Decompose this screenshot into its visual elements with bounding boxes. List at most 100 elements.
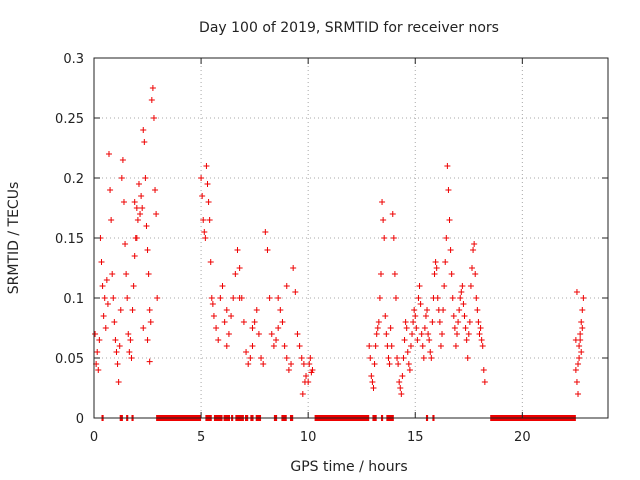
data-point: [154, 295, 161, 301]
data-points: [92, 85, 587, 421]
data-point: [479, 343, 486, 349]
data-point: [368, 373, 375, 379]
data-point: [383, 331, 390, 337]
x-tick-label: 10: [300, 430, 317, 445]
data-point: [442, 259, 449, 265]
data-point: [204, 181, 211, 187]
data-point: [247, 355, 254, 361]
data-point: [388, 343, 395, 349]
data-point: [117, 307, 124, 313]
data-point: [392, 295, 399, 301]
data-point: [206, 217, 213, 223]
data-point: [221, 319, 228, 325]
data-point: [240, 319, 247, 325]
data-point: [92, 331, 99, 337]
data-point: [420, 355, 427, 361]
data-point: [294, 331, 301, 337]
data-point: [144, 337, 151, 343]
data-point: [470, 247, 477, 253]
data-point: [131, 199, 138, 205]
data-point: [580, 295, 587, 301]
data-point: [366, 343, 373, 349]
data-point: [148, 97, 155, 103]
data-point: [374, 325, 381, 331]
data-point: [264, 247, 271, 253]
data-point: [391, 271, 398, 277]
data-point: [371, 361, 378, 367]
data-point: [135, 181, 142, 187]
data-point: [436, 319, 443, 325]
data-point: [473, 295, 480, 301]
data-point: [101, 295, 108, 301]
data-point: [98, 259, 105, 265]
data-point: [413, 325, 420, 331]
data-point: [95, 367, 102, 373]
data-point: [385, 355, 392, 361]
data-point: [377, 271, 384, 277]
data-point: [457, 295, 464, 301]
data-point: [107, 187, 114, 193]
data-point: [134, 217, 141, 223]
data-point: [283, 283, 290, 289]
data-point: [249, 325, 256, 331]
data-point: [579, 307, 586, 313]
data-point: [230, 295, 237, 301]
data-point: [147, 319, 154, 325]
data-point: [400, 355, 407, 361]
data-point: [446, 217, 453, 223]
data-point: [281, 343, 288, 349]
data-point: [243, 349, 250, 355]
data-point: [298, 355, 305, 361]
data-point: [370, 385, 377, 391]
data-point: [477, 325, 484, 331]
data-point: [425, 331, 432, 337]
data-point: [444, 163, 451, 169]
data-point: [140, 325, 147, 331]
y-axis-label: SRMTID / TECUs: [6, 182, 22, 295]
data-point: [463, 337, 470, 343]
data-point: [427, 349, 434, 355]
grid-lines: [94, 58, 608, 418]
data-point: [373, 331, 380, 337]
data-point: [472, 271, 479, 277]
data-point: [466, 319, 473, 325]
data-point: [480, 367, 487, 373]
data-point: [406, 367, 413, 373]
data-point: [572, 337, 579, 343]
data-point: [402, 319, 409, 325]
data-point: [288, 361, 295, 367]
data-point: [108, 217, 115, 223]
data-point: [405, 361, 412, 367]
data-point: [403, 325, 410, 331]
data-point: [141, 139, 148, 145]
data-point: [398, 391, 405, 397]
data-point: [258, 355, 265, 361]
data-point: [119, 157, 126, 163]
data-point: [396, 379, 403, 385]
data-point: [140, 127, 147, 133]
data-point: [579, 325, 586, 331]
data-point: [99, 283, 106, 289]
data-point: [456, 307, 463, 313]
data-point: [112, 337, 119, 343]
data-point: [306, 361, 313, 367]
data-point: [203, 163, 210, 169]
data-point: [387, 325, 394, 331]
data-point: [421, 325, 428, 331]
data-point: [123, 271, 130, 277]
data-point: [223, 343, 230, 349]
data-point: [431, 271, 438, 277]
data-point: [201, 229, 208, 235]
data-point: [102, 325, 109, 331]
data-point: [129, 307, 136, 313]
data-point: [369, 379, 376, 385]
data-point: [115, 379, 122, 385]
data-point: [575, 361, 582, 367]
data-point: [404, 349, 411, 355]
data-point: [475, 319, 482, 325]
data-point: [103, 277, 110, 283]
data-point: [367, 355, 374, 361]
data-point: [268, 331, 275, 337]
data-point: [301, 379, 308, 385]
